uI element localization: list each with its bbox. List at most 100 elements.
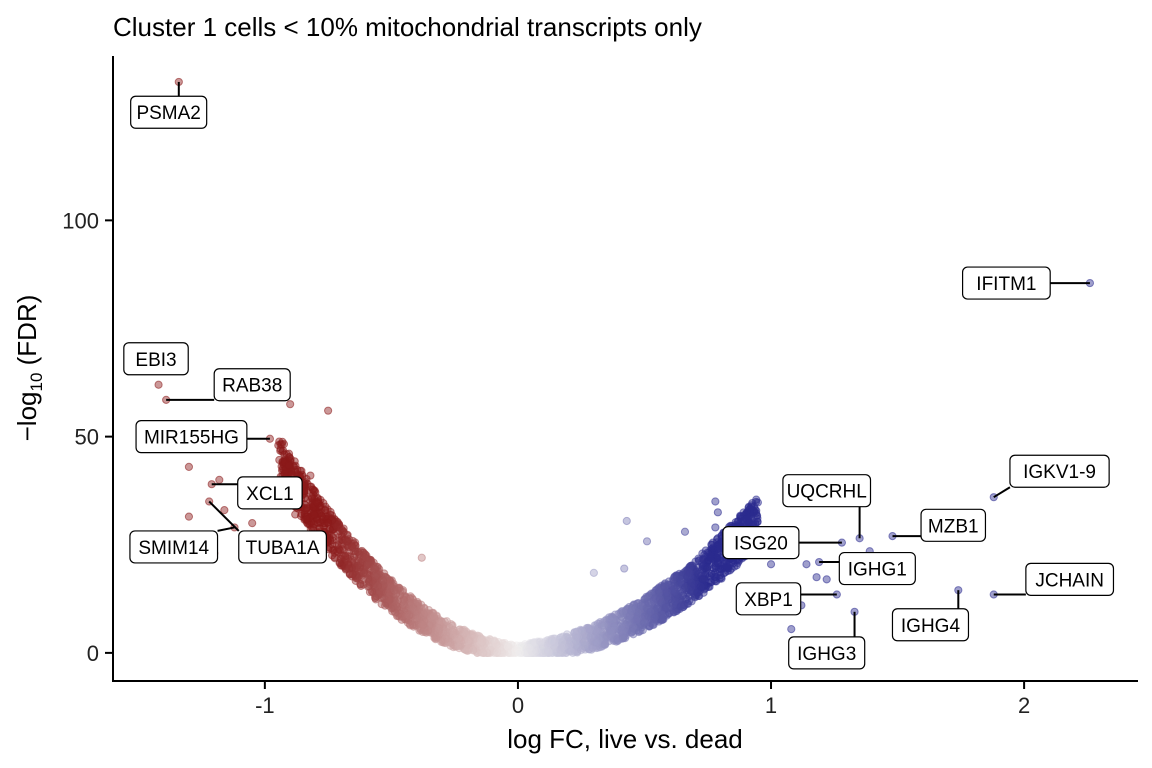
data-point: [317, 508, 326, 518]
data-point: [714, 544, 724, 554]
data-point: [449, 627, 458, 637]
data-point: [685, 563, 694, 572]
data-point: [248, 519, 257, 528]
label-box: [788, 636, 866, 670]
data-point: [372, 562, 382, 571]
label-text: IFITM1: [976, 274, 1036, 295]
data-point: [371, 572, 380, 581]
label-text: MZB1: [928, 516, 979, 537]
data-point: [435, 624, 444, 633]
data-point: [291, 461, 300, 470]
data-point: [417, 553, 426, 562]
data-point: [278, 437, 287, 446]
data-point: [650, 613, 659, 622]
label-box: [920, 508, 987, 542]
label-box: [123, 342, 189, 376]
label-ighg1: IGHG1: [838, 551, 916, 586]
label-connectors: [166, 81, 1090, 637]
data-point: [675, 575, 684, 584]
data-point: [613, 634, 622, 644]
data-point: [374, 581, 383, 591]
data-point: [413, 607, 422, 616]
data-point: [661, 579, 670, 588]
data-point: [734, 516, 743, 526]
data-point: [691, 557, 700, 566]
data-point: [692, 567, 701, 576]
label-xcl1: XCL1: [237, 476, 303, 510]
x-tick-label: 0: [512, 693, 524, 718]
data-point: [493, 648, 502, 657]
data-point: [644, 598, 653, 608]
data-point: [215, 475, 224, 484]
data-point: [550, 636, 559, 645]
data-point: [625, 611, 634, 620]
label-box: [782, 474, 872, 508]
data-point: [787, 624, 796, 634]
data-point: [687, 582, 696, 592]
data-point: [766, 560, 776, 569]
label-xbp1: XBP1: [735, 582, 802, 616]
data-point: [743, 513, 753, 522]
data-point: [557, 643, 566, 652]
gene-labels: PSMA2 EBI3 RAB38 MIR155HG XCL1 TUBA1A SMIM14 IF…: [123, 95, 1115, 670]
data-point: [337, 554, 346, 563]
data-point: [511, 646, 520, 655]
data-point: [478, 648, 488, 657]
y-axis-label: −log10 (FDR): [12, 295, 46, 442]
data-point: [420, 617, 429, 626]
label-ighg3: IGHG3: [788, 636, 866, 670]
data-point: [565, 634, 574, 643]
label-text: ISG20: [734, 534, 788, 555]
label-box: [891, 608, 970, 642]
data-point: [504, 642, 513, 652]
label-text: UQCRHL: [787, 482, 867, 503]
y-axis-label-main: −log: [12, 392, 42, 442]
connector-smim14: [217, 526, 235, 532]
data-point: [753, 511, 762, 520]
data-point: [220, 506, 229, 515]
y-tick-label: 0: [87, 641, 99, 666]
data-point: [430, 612, 439, 621]
label-box: [238, 530, 327, 564]
data-point: [822, 575, 831, 584]
data-point: [644, 612, 653, 621]
data-point: [465, 636, 474, 645]
data-point: [276, 444, 285, 454]
y-tick-label: 100: [62, 208, 99, 233]
data-point: [491, 638, 500, 647]
data-point: [380, 569, 389, 578]
data-point: [711, 497, 720, 506]
data-point: [712, 577, 721, 586]
data-point: [345, 564, 354, 573]
data-point: [515, 648, 524, 657]
label-smim14: SMIM14: [129, 530, 219, 564]
data-point: [655, 594, 664, 604]
data-point: [681, 582, 690, 592]
data-point: [302, 514, 311, 524]
label-box: [135, 420, 248, 454]
label-mir155hg: MIR155HG: [135, 420, 248, 454]
data-point: [368, 576, 377, 585]
data-point: [693, 588, 702, 597]
data-point: [662, 587, 671, 597]
data-point: [699, 575, 708, 584]
data-point: [743, 507, 752, 516]
chart-title: Cluster 1 cells < 10% mitochondrial tran…: [113, 12, 702, 42]
data-point: [390, 585, 399, 594]
data-point: [640, 618, 649, 627]
label-psma2: PSMA2: [130, 95, 208, 129]
y-axis-ticks: 0 50 100: [62, 208, 113, 666]
data-point: [573, 633, 583, 642]
data-point: [184, 462, 194, 471]
data-point: [280, 458, 289, 467]
data-point: [710, 555, 719, 565]
data-point: [405, 611, 414, 620]
data-point: [462, 627, 471, 636]
data-point: [291, 510, 300, 519]
data-point: [306, 471, 315, 480]
data-point: [536, 637, 545, 646]
data-point: [600, 640, 609, 649]
connector-igkv1-9: [993, 486, 1011, 499]
label-text: IGHG1: [848, 560, 907, 581]
